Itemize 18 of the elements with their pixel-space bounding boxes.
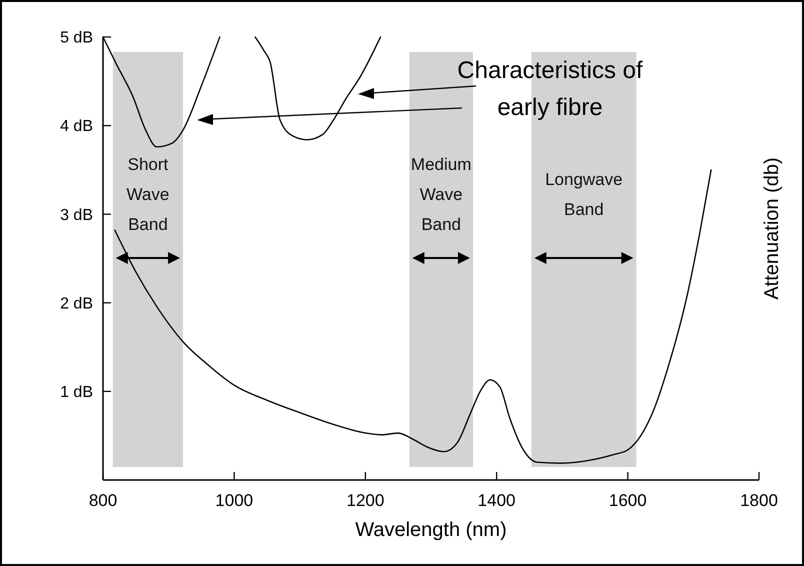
x-axis-title: Wavelength (nm) xyxy=(355,519,507,541)
x-tick-label: 800 xyxy=(88,491,118,510)
y-tick-label: 3 dB xyxy=(60,206,93,224)
band-label: Longwave Band xyxy=(545,170,623,219)
band-label: Medium Wave Band xyxy=(410,155,472,234)
x-tick-label: 1000 xyxy=(215,491,254,510)
x-tick-label: 1600 xyxy=(608,491,647,510)
line-series xyxy=(114,169,712,464)
y-tick-label: 5 dB xyxy=(60,30,93,47)
x-tick-label: 1400 xyxy=(478,491,516,510)
x-tick-label: 1800 xyxy=(740,491,778,510)
x-tick-label: 1200 xyxy=(346,491,384,510)
y-axis-title: Attenuation (db) xyxy=(761,157,783,300)
y-tick-label: 1 dB xyxy=(60,384,93,401)
y-tick-label: 4 dB xyxy=(60,118,93,136)
y-tick-label: 2 dB xyxy=(60,295,93,312)
annotation: Characteristics of early fibre xyxy=(457,57,644,121)
band-label: Short Wave Band xyxy=(126,155,170,234)
